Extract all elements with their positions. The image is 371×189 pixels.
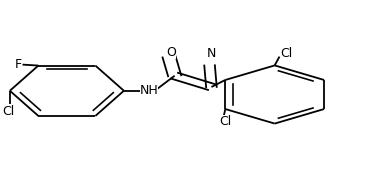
Text: O: O — [166, 46, 176, 59]
Text: N: N — [207, 47, 216, 60]
Text: F: F — [14, 58, 22, 71]
Text: NH: NH — [139, 84, 158, 97]
Text: Cl: Cl — [281, 47, 293, 60]
Text: Cl: Cl — [2, 105, 14, 118]
Text: Cl: Cl — [219, 115, 232, 128]
